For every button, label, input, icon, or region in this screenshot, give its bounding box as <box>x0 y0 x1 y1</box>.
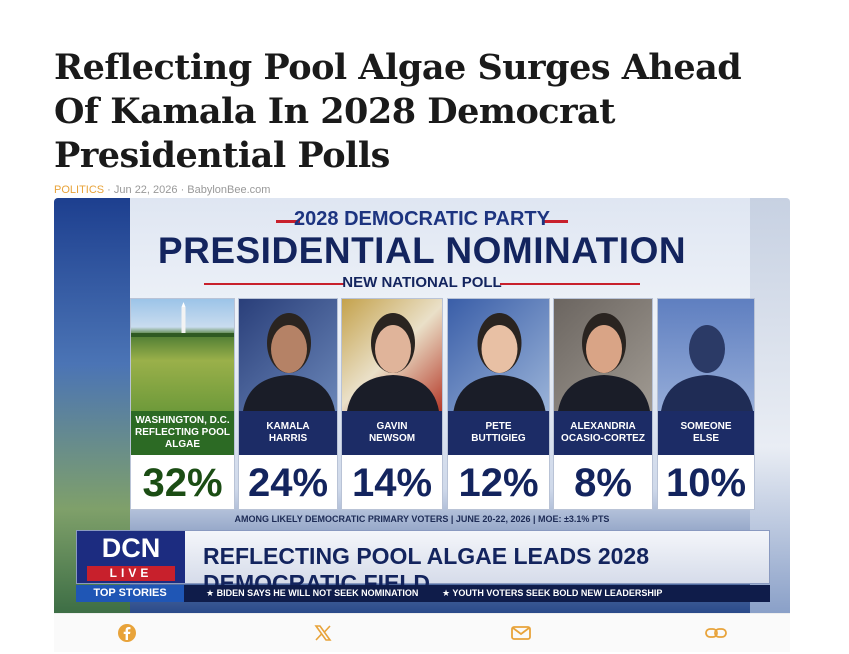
decor-bar <box>544 220 568 223</box>
poll-footnote: AMONG LIKELY DEMOCRATIC PRIMARY VOTERS |… <box>234 514 610 524</box>
candidate-photo <box>554 299 652 411</box>
photo-art <box>453 313 546 411</box>
share-bar <box>54 613 790 652</box>
logo-text: DCN <box>101 533 161 563</box>
photo-art <box>131 302 234 337</box>
name-line: REFLECTING POOL <box>135 427 230 438</box>
candidate-percent: 8% <box>574 461 632 505</box>
candidate-card: WASHINGTON, D.C. REFLECTING POOL ALGAE 32% <box>130 298 235 510</box>
decor-bar <box>500 283 640 285</box>
name-line: HARRIS <box>268 433 308 444</box>
name-line: WASHINGTON, D.C. <box>135 415 230 426</box>
ticker-item: ★ YOUTH VOTERS SEEK BOLD NEW LEADERSHIP <box>442 588 663 598</box>
graphic-title: PRESIDENTIAL NOMINATION <box>157 230 687 271</box>
article-title: Reflecting Pool Algae Surges Ahead Of Ka… <box>54 47 742 176</box>
name-line: BUTTIGIEG <box>471 433 526 444</box>
photo-art <box>558 313 650 411</box>
candidate-card: PETE BUTTIGIEG 12% <box>447 298 550 510</box>
name-line: NEWSOM <box>368 433 416 444</box>
candidate-photo <box>239 299 337 411</box>
candidate-photo <box>448 299 549 411</box>
candidate-name: KAMALA HARRIS <box>239 411 337 455</box>
photo-art <box>243 313 335 411</box>
graphic-party: 2028 DEMOCRATIC PARTY <box>294 208 550 230</box>
email-share[interactable] <box>510 623 532 643</box>
candidate-name: ALEXANDRIA OCASIO-CORTEZ <box>554 411 652 455</box>
candidate-card: SOMEONE ELSE 10% <box>657 298 755 510</box>
x-share[interactable] <box>313 623 333 643</box>
candidate-percent: 12% <box>458 461 539 505</box>
news-banner: DCN LIVE REFLECTING POOL ALGAE LEADS 202… <box>76 530 770 596</box>
candidate-name: WASHINGTON, D.C. REFLECTING POOL ALGAE <box>131 411 234 455</box>
name-line: PETE <box>485 421 512 432</box>
photo-art <box>661 325 753 411</box>
candidate-percent: 14% <box>351 461 433 505</box>
decor-bar <box>276 220 300 223</box>
candidate-photo <box>131 299 234 411</box>
candidate-percent: 10% <box>665 461 747 505</box>
channel-logo: DCN LIVE <box>77 531 185 583</box>
category-link[interactable]: POLITICS <box>54 184 105 196</box>
name-line: ELSE <box>692 433 720 444</box>
copy-link[interactable] <box>704 623 728 643</box>
photo-art <box>347 313 439 411</box>
candidate-percent: 32% <box>142 461 223 505</box>
candidate-percent: 24% <box>247 461 329 505</box>
ticker-item: ★ BIDEN SAYS HE WILL NOT SEEK NOMINATION <box>206 588 419 598</box>
name-line: ALEXANDRIA <box>570 421 636 432</box>
ticker-label: TOP STORIES <box>76 585 184 602</box>
meta-details: · Jun 22, 2026 · BabylonBee.com <box>104 184 271 196</box>
candidate-card: KAMALA HARRIS 24% <box>238 298 338 510</box>
live-tag: LIVE <box>87 566 175 581</box>
candidate-card: GAVIN NEWSOM 14% <box>341 298 443 510</box>
facebook-share[interactable] <box>117 623 137 643</box>
candidate-name: PETE BUTTIGIEG <box>448 411 549 455</box>
ticker: TOP STORIES ★ BIDEN SAYS HE WILL NOT SEE… <box>76 585 770 602</box>
name-line: GAVIN <box>376 421 408 432</box>
decor-bar <box>204 283 344 285</box>
poll-graphic: 2028 DEMOCRATIC PARTY PRESIDENTIAL NOMIN… <box>54 198 790 613</box>
name-line: KAMALA <box>266 421 310 432</box>
candidate-name: SOMEONE ELSE <box>658 411 754 455</box>
candidate-name: GAVIN NEWSOM <box>342 411 442 455</box>
name-line: ALGAE <box>165 439 200 450</box>
candidate-photo <box>658 299 754 411</box>
article-meta: POLITICS · Jun 22, 2026 · BabylonBee.com <box>54 184 270 196</box>
name-line: SOMEONE <box>680 421 732 432</box>
name-line: OCASIO-CORTEZ <box>561 433 645 444</box>
candidate-card: ALEXANDRIA OCASIO-CORTEZ 8% <box>553 298 653 510</box>
graphic-subtitle: NEW NATIONAL POLL <box>342 274 502 291</box>
candidate-photo <box>342 299 442 411</box>
